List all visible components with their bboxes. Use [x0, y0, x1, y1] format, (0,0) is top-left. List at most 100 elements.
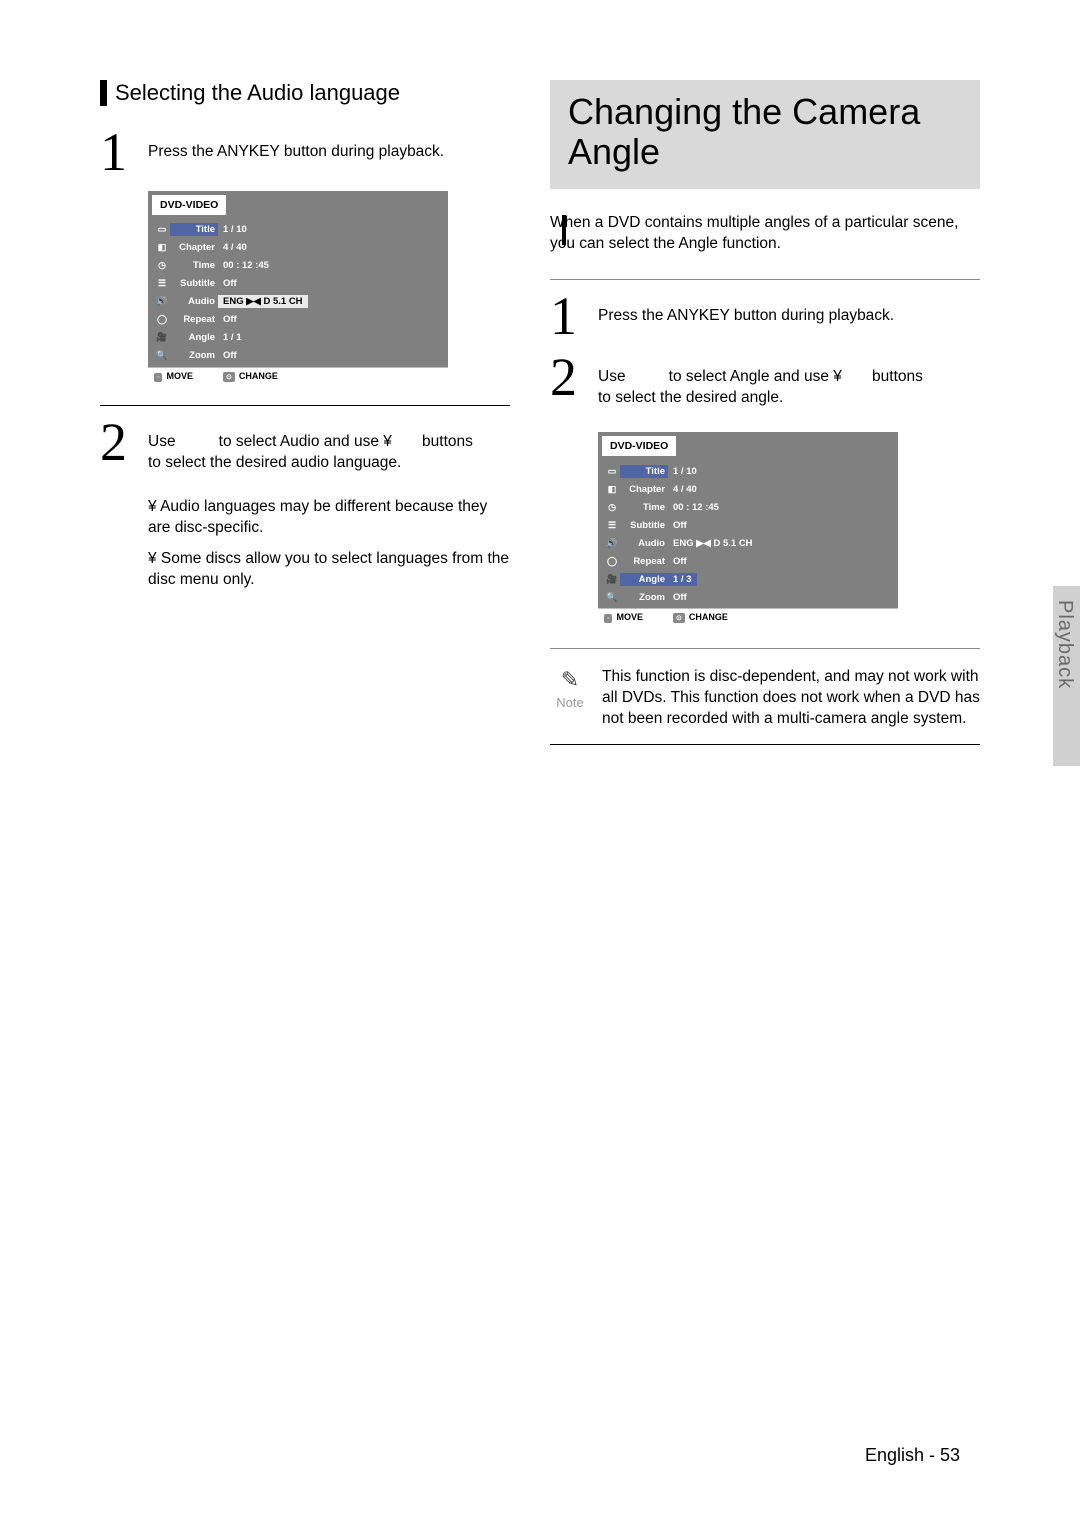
osd-row-value: ENG ▶◀ D 5.1 CH: [668, 537, 758, 550]
osd-row-value: 00 : 12 :45: [668, 501, 724, 514]
osd-row-icon: 🎥: [604, 574, 620, 585]
intro-drop-bar: [562, 215, 566, 245]
osd-row: ◯RepeatOff: [604, 552, 892, 570]
osd-row-label: Subtitle: [170, 277, 218, 290]
osd-row-icon: ☰: [604, 520, 620, 531]
osd-panel-left: DVD-VIDEO ▭Title1 / 10◧Chapter4 / 40◷Tim…: [148, 191, 448, 385]
osd-row-label: Zoom: [620, 591, 668, 604]
osd-row-label: Audio: [170, 295, 218, 308]
osd-row-icon: 🔍: [154, 350, 170, 361]
step-number: 2: [100, 418, 144, 467]
osd-row: 🎥Angle1 / 3: [604, 570, 892, 588]
rstep2-line1: Use to select Angle and use ¥ buttons to…: [598, 367, 980, 409]
osd-row-icon: ◧: [154, 242, 170, 253]
osd-row-icon: ◷: [604, 502, 620, 513]
heading-bar-icon: [100, 80, 107, 106]
intro-text: When a DVD contains multiple angles of a…: [550, 213, 980, 255]
right-step-1: 1 Press the ANYKEY button during playbac…: [550, 298, 980, 341]
osd-row-value: Off: [218, 313, 242, 326]
change-label: CHANGE: [689, 612, 728, 622]
divider: [550, 744, 980, 745]
osd-row-label: Angle: [170, 331, 218, 344]
move-label: MOVE: [166, 371, 193, 381]
osd-row: ◯RepeatOff: [154, 311, 442, 329]
bullet-2: ¥ Some discs allow you to select languag…: [148, 549, 510, 591]
osd-row: ◷Time00 : 12 :45: [604, 498, 892, 516]
left-step-2: 2 Use to select Audio and use ¥ buttons …: [100, 424, 510, 484]
osd-row-icon: 🔊: [604, 538, 620, 549]
osd-row-value: Off: [668, 591, 692, 604]
osd-row-label: Angle: [620, 573, 668, 586]
step-text: Press the ANYKEY button during playback.: [148, 134, 510, 173]
osd-row: ☰SubtitleOff: [154, 275, 442, 293]
osd-row-value: 1 / 10: [668, 465, 702, 478]
osd-row-icon: ◷: [154, 260, 170, 271]
osd-row-value: Off: [218, 349, 242, 362]
rstep1-text: Press the ANYKEY button during playback.: [598, 306, 980, 327]
heading-text: Selecting the Audio language: [115, 80, 400, 106]
page-footer: English - 53: [865, 1445, 960, 1466]
step-text: Use to select Angle and use ¥ buttons to…: [598, 359, 980, 419]
osd-header: DVD-VIDEO: [602, 436, 676, 456]
osd-row: 🔍ZoomOff: [604, 588, 892, 606]
note-box: ✎ Note This function is disc-dependent, …: [550, 667, 980, 730]
note-pencil-icon: ✎: [550, 667, 590, 693]
osd-row-icon: 🎥: [154, 332, 170, 343]
osd-panel-right: DVD-VIDEO ▭Title1 / 10◧Chapter4 / 40◷Tim…: [598, 432, 898, 626]
divider: [100, 405, 510, 406]
osd-row-label: Chapter: [170, 241, 218, 254]
left-step-1: 1 Press the ANYKEY button during playbac…: [100, 134, 510, 177]
osd-row-value: 1 / 1: [218, 331, 247, 344]
osd-row-label: Chapter: [620, 483, 668, 496]
osd-row: ☰SubtitleOff: [604, 516, 892, 534]
osd-row: 🔊AudioENG ▶◀ D 5.1 CH: [604, 534, 892, 552]
osd-row-label: Time: [170, 259, 218, 272]
osd-row-icon: ◯: [154, 314, 170, 325]
change-btn-icon: ⊙: [673, 613, 685, 623]
osd-row: ▭Title1 / 10: [154, 221, 442, 239]
osd-row-value: 00 : 12 :45: [218, 259, 274, 272]
osd-row: ◷Time00 : 12 :45: [154, 257, 442, 275]
osd-header: DVD-VIDEO: [152, 195, 226, 215]
osd-row-label: Audio: [620, 537, 668, 550]
step-number: 1: [550, 292, 594, 341]
osd-row: ▭Title1 / 10: [604, 462, 892, 480]
osd-row: 🎥Angle1 / 1: [154, 329, 442, 347]
change-label: CHANGE: [239, 371, 278, 381]
osd-row-icon: 🔍: [604, 592, 620, 603]
step-number: 2: [550, 353, 594, 402]
osd-footer: ◦MOVE ⊙CHANGE: [148, 367, 448, 385]
osd-row-label: Subtitle: [620, 519, 668, 532]
change-btn-icon: ⊙: [223, 372, 235, 382]
page-title: Changing the Camera Angle: [568, 92, 962, 171]
osd-row-value: Off: [668, 555, 692, 568]
osd-row-icon: ▭: [154, 224, 170, 235]
right-column: Changing the Camera Angle When a DVD con…: [550, 80, 980, 763]
divider: [550, 648, 980, 649]
move-btn-icon: ◦: [604, 614, 612, 623]
osd-body: ▭Title1 / 10◧Chapter4 / 40◷Time00 : 12 :…: [148, 219, 448, 367]
move-label: MOVE: [616, 612, 643, 622]
osd-row-label: Time: [620, 501, 668, 514]
step-text: Press the ANYKEY button during playback.: [598, 298, 980, 337]
right-step-2: 2 Use to select Angle and use ¥ buttons …: [550, 359, 980, 419]
osd-row-value: Off: [668, 519, 692, 532]
osd-row-icon: ▭: [604, 466, 620, 477]
side-tab-label: Playback: [1053, 600, 1076, 689]
osd-row-label: Zoom: [170, 349, 218, 362]
osd-row: ◧Chapter4 / 40: [154, 239, 442, 257]
osd-row-icon: 🔊: [154, 296, 170, 307]
left-column: Selecting the Audio language 1 Press the…: [100, 80, 510, 601]
osd-row-value: 4 / 40: [218, 241, 252, 254]
osd-row-value: 4 / 40: [668, 483, 702, 496]
osd-row-value: 1 / 10: [218, 223, 252, 236]
note-label: Note: [556, 695, 583, 710]
osd-row-label: Repeat: [620, 555, 668, 568]
step1-text: Press the ANYKEY button during playback.: [148, 142, 510, 163]
osd-row-label: Title: [170, 223, 218, 236]
osd-row: ◧Chapter4 / 40: [604, 480, 892, 498]
osd-row-label: Repeat: [170, 313, 218, 326]
note-icon-wrap: ✎ Note: [550, 667, 590, 710]
osd-row-icon: ☰: [154, 278, 170, 289]
note-text: This function is disc-dependent, and may…: [602, 667, 980, 730]
